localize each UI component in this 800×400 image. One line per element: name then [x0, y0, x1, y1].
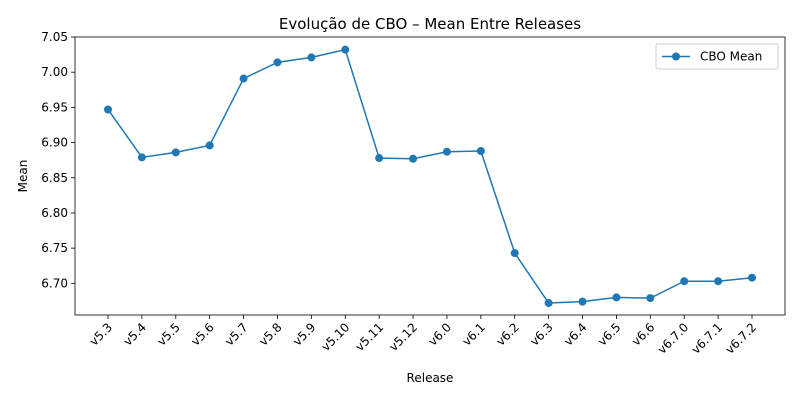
y-tick-label: 7.05: [41, 30, 68, 44]
x-tick-label: v5.9: [290, 320, 318, 348]
x-tick-label: v6.2: [493, 320, 521, 348]
y-tick-label: 6.70: [41, 276, 68, 290]
y-tick-label: 6.90: [41, 136, 68, 150]
data-point: [273, 58, 282, 67]
x-tick-label: v6.0: [426, 320, 454, 348]
x-tick-label: v6.7.0: [655, 320, 692, 357]
x-tick-label: v6.5: [595, 320, 623, 348]
x-tick-label: v5.3: [87, 320, 115, 348]
x-axis-label: Release: [407, 371, 454, 385]
legend: CBO Mean: [655, 43, 779, 70]
y-axis-label: Mean: [16, 160, 30, 193]
data-point: [341, 45, 350, 54]
plot-frame: [74, 36, 786, 316]
x-tick-label: v6.4: [561, 320, 589, 348]
y-tick-label: 6.85: [41, 171, 68, 185]
data-point: [239, 74, 248, 83]
data-point: [104, 105, 112, 114]
data-point: [748, 273, 756, 282]
y-tick-label: 6.80: [41, 206, 68, 220]
x-tick-label: v6.7.1: [689, 320, 726, 357]
series-line: [107, 48, 753, 304]
x-tick-label: v5.4: [121, 320, 149, 348]
legend-marker: [672, 52, 680, 61]
x-tick-label: v5.10: [319, 320, 353, 354]
data-point: [137, 153, 146, 162]
data-point: [375, 154, 384, 163]
legend-label: CBO Mean: [700, 50, 762, 64]
legend-box: [655, 43, 779, 70]
data-point: [612, 293, 621, 302]
x-tick-label: v5.12: [386, 320, 420, 354]
data-point: [544, 299, 553, 308]
data-point: [510, 249, 519, 258]
x-tick-label: v6.3: [527, 320, 555, 348]
plot-area: 6.70 6.75 6.80 6.85 6.90 6.95 7.00 7.05 v5.3 v5.4…: [41, 30, 786, 357]
x-tick-label: v5.7: [222, 320, 250, 348]
data-point: [205, 141, 214, 150]
y-tick-label: 6.75: [41, 241, 68, 255]
y-tick-label: 6.95: [41, 100, 68, 114]
x-tick-label: v6.7.2: [723, 320, 760, 357]
x-tick-label: v5.6: [188, 320, 216, 348]
data-point: [307, 53, 316, 62]
data-point: [409, 154, 418, 163]
x-tick-label: v5.11: [352, 320, 386, 354]
y-tick-label: 7.00: [41, 65, 68, 79]
data-point: [578, 297, 587, 306]
chart-title: Evolução de CBO – Mean Entre Releases: [279, 15, 581, 33]
x-tick-label: v5.8: [256, 320, 284, 348]
x-tick-label: v5.5: [154, 320, 182, 348]
data-point: [680, 277, 689, 286]
data-point: [442, 147, 451, 156]
data-point: [171, 148, 180, 157]
data-point: [714, 277, 723, 286]
x-tick-label: v6.1: [460, 320, 488, 348]
data-point: [476, 147, 485, 156]
data-point: [646, 294, 655, 303]
x-tick-label: v6.6: [629, 320, 657, 348]
